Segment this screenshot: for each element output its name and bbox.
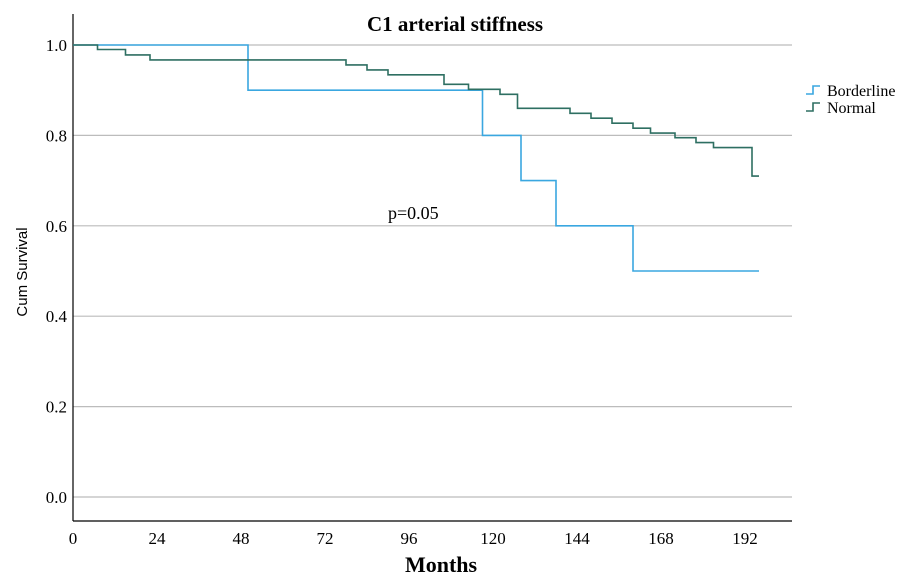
x-tick-label: 72 bbox=[317, 529, 334, 548]
chart-title: C1 arterial stiffness bbox=[367, 12, 543, 36]
y-axis-label: Cum Survival bbox=[14, 227, 31, 316]
legend-swatch-normal bbox=[806, 102, 820, 112]
series-line-borderline bbox=[73, 44, 759, 272]
y-tick-label: 1.0 bbox=[46, 36, 67, 55]
legend-label-borderline: Borderline bbox=[827, 83, 895, 100]
y-tick-label: 0.6 bbox=[46, 217, 67, 236]
x-tick-label: 192 bbox=[732, 529, 758, 548]
tick-labels: 0.0 0.2 0.4 0.6 0.8 1.0 0 24 48 72 96 120 144 168 192 bbox=[46, 36, 758, 548]
x-tick-label: 168 bbox=[648, 529, 674, 548]
x-tick-label: 48 bbox=[233, 529, 250, 548]
y-tick-label: 0.4 bbox=[46, 307, 68, 326]
y-tick-label: 0.2 bbox=[46, 398, 67, 417]
x-tick-label: 0 bbox=[69, 529, 78, 548]
y-tick-label: 0.8 bbox=[46, 126, 67, 145]
p-value-annotation: p=0.05 bbox=[388, 203, 439, 223]
legend-label-normal: Normal bbox=[827, 100, 876, 117]
series-line-normal bbox=[73, 44, 759, 177]
x-tick-label: 96 bbox=[401, 529, 418, 548]
x-axis-label: Months bbox=[405, 552, 478, 576]
series-lines bbox=[73, 44, 759, 272]
x-tick-label: 24 bbox=[149, 529, 167, 548]
legend-swatch-borderline bbox=[806, 85, 820, 95]
x-tick-label: 120 bbox=[480, 529, 506, 548]
x-tick-label: 144 bbox=[564, 529, 590, 548]
y-tick-label: 0.0 bbox=[46, 488, 67, 507]
axes bbox=[72, 14, 792, 522]
